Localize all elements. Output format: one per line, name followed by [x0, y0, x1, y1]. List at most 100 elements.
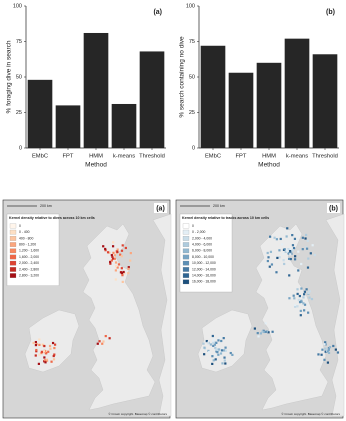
density-cell	[287, 248, 290, 251]
legend-swatch	[182, 254, 190, 260]
density-cell	[101, 342, 104, 345]
density-cell	[259, 332, 263, 335]
density-cell	[40, 351, 43, 355]
density-cell	[205, 339, 208, 343]
y-tick-label: 75	[189, 39, 195, 45]
density-cell	[302, 296, 305, 299]
density-cell	[223, 356, 226, 359]
density-cell	[38, 353, 41, 356]
density-cell	[307, 257, 310, 260]
density-cell	[294, 255, 297, 258]
legend-swatch	[182, 223, 190, 229]
density-cell	[216, 351, 219, 354]
map-land	[24, 309, 80, 373]
density-cell	[306, 239, 309, 242]
density-cell	[124, 246, 127, 250]
density-cell	[288, 297, 291, 300]
density-cell	[294, 305, 297, 308]
density-cell	[53, 346, 56, 350]
density-cell	[106, 251, 110, 254]
density-cell	[96, 342, 99, 345]
density-cell	[207, 349, 210, 352]
density-cell	[291, 244, 295, 247]
density-cell	[37, 362, 40, 365]
legend-swatch	[182, 260, 190, 266]
density-cell	[327, 347, 330, 350]
density-cell	[313, 253, 316, 257]
density-cell	[104, 334, 107, 338]
density-cell	[268, 265, 271, 268]
density-cell	[35, 342, 38, 346]
density-cell	[269, 250, 273, 253]
density-cell	[289, 257, 292, 261]
density-cell	[211, 355, 214, 358]
density-cell	[285, 235, 288, 238]
density-cell	[286, 227, 289, 230]
density-cell	[112, 251, 115, 254]
x-tick-label: Threshold	[312, 154, 338, 160]
density-cell	[299, 309, 302, 313]
density-cell	[203, 353, 206, 356]
density-cell	[217, 339, 220, 342]
bar	[139, 51, 165, 148]
density-cell	[297, 298, 300, 302]
density-cell	[284, 250, 287, 253]
density-cell	[278, 256, 281, 259]
density-cell	[113, 257, 116, 260]
density-cell	[212, 344, 215, 347]
density-cell	[34, 340, 37, 344]
x-tick-label: HMM	[89, 154, 103, 160]
density-cell	[300, 262, 303, 266]
density-cell	[305, 247, 309, 250]
density-cell	[123, 272, 126, 275]
density-cell	[217, 348, 221, 351]
panel-label: (b)	[329, 205, 338, 212]
panel-label-box	[154, 203, 167, 213]
density-cell	[296, 292, 299, 296]
density-cell	[114, 265, 118, 268]
legend-swatch	[9, 254, 17, 260]
density-cell	[35, 350, 38, 353]
density-cell	[303, 290, 307, 293]
density-cell	[43, 344, 46, 348]
density-cell	[43, 356, 46, 359]
map-land	[152, 213, 172, 417]
density-cell	[217, 353, 220, 356]
legend-label: 2,000 - 2,400	[19, 261, 39, 265]
x-tick-label: EMbC	[205, 154, 221, 160]
density-cell	[307, 311, 310, 314]
bar	[83, 32, 109, 149]
density-cell	[98, 340, 101, 343]
density-cell	[127, 272, 130, 275]
density-cell	[218, 336, 221, 340]
scale-label: 200 km	[40, 204, 52, 208]
bar	[228, 72, 254, 148]
legend-label: 0	[192, 224, 194, 228]
density-cell	[326, 350, 329, 353]
scale-label: 200 km	[213, 204, 225, 208]
density-cell	[127, 267, 130, 271]
bar	[256, 62, 282, 148]
density-cell	[327, 351, 331, 355]
density-cell	[220, 339, 223, 343]
density-cell	[283, 248, 286, 251]
legend-title: Kernel density relative to dives across …	[9, 216, 95, 220]
density-cell	[42, 350, 46, 353]
density-cell	[48, 344, 52, 348]
density-cell	[122, 270, 125, 274]
density-cell	[282, 252, 285, 255]
density-cell	[114, 261, 118, 264]
density-cell	[102, 340, 105, 343]
density-cell	[296, 288, 299, 291]
density-cell	[114, 269, 117, 272]
density-cell	[203, 346, 206, 349]
density-cell	[301, 248, 304, 251]
density-cell	[285, 249, 289, 252]
density-cell	[287, 257, 291, 260]
legend-swatch	[9, 242, 17, 247]
density-cell	[202, 342, 205, 345]
density-cell	[267, 331, 270, 334]
density-cell	[323, 358, 326, 361]
x-tick-label: k-means	[113, 154, 135, 160]
